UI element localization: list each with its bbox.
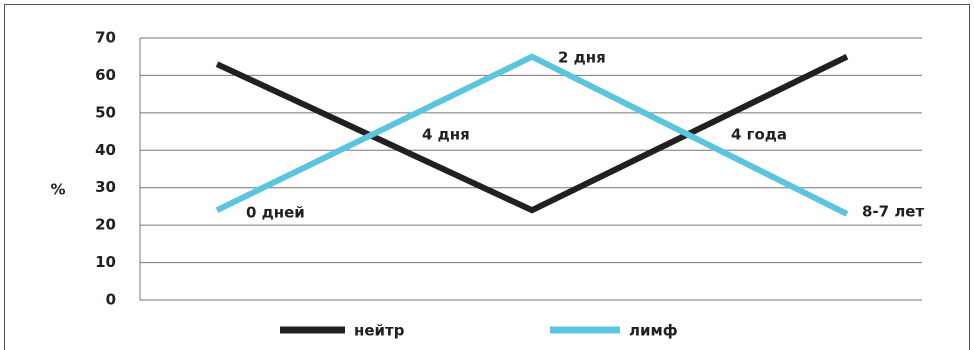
annotation: 4 дня xyxy=(422,126,470,144)
y-tick-label: 20 xyxy=(95,216,116,234)
annotation: 4 года xyxy=(731,126,787,144)
legend-label: нейтр xyxy=(354,322,405,340)
y-tick-label: 10 xyxy=(95,253,116,271)
y-tick-label: 40 xyxy=(95,141,116,159)
annotation: 2 дня xyxy=(558,49,606,67)
y-tick-label: 30 xyxy=(95,178,116,196)
y-tick-label: 50 xyxy=(95,103,116,121)
legend-label: лимф xyxy=(629,322,678,340)
series-line xyxy=(215,53,849,217)
y-axis-label: % xyxy=(50,181,65,199)
y-tick-label: 70 xyxy=(95,29,116,47)
annotation: 0 дней xyxy=(246,204,305,222)
y-tick-label: 0 xyxy=(106,291,116,309)
annotation: 8-7 лет xyxy=(862,203,924,221)
y-tick-label: 60 xyxy=(95,66,116,84)
series-line xyxy=(215,54,849,214)
frame xyxy=(4,4,970,350)
